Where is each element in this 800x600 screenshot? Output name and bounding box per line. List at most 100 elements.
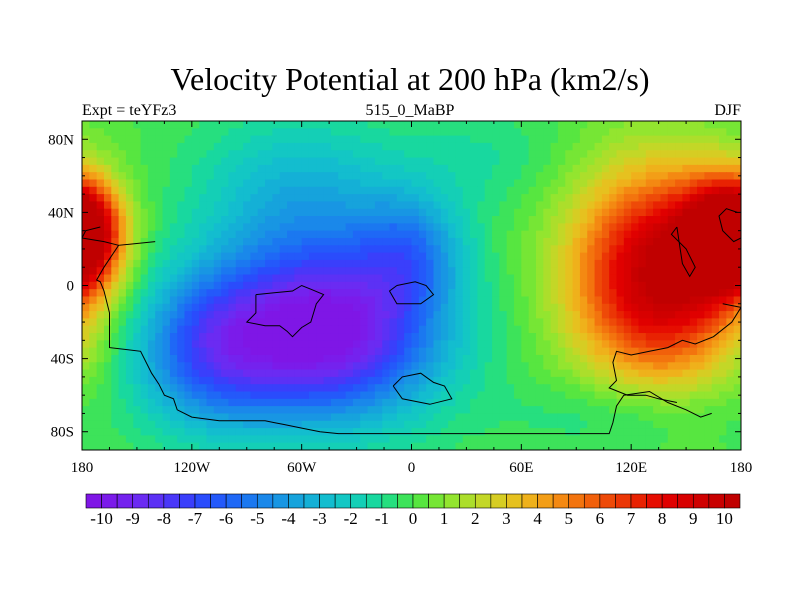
- field-cell: [411, 318, 420, 327]
- field-cell: [719, 369, 727, 378]
- field-cell: [235, 179, 244, 188]
- field-cell: [308, 384, 317, 393]
- field-cell: [440, 406, 449, 415]
- field-cell: [631, 128, 640, 137]
- field-cell: [506, 333, 515, 341]
- field-cell: [682, 179, 691, 188]
- field-cell: [221, 172, 230, 181]
- field-cell: [470, 362, 478, 371]
- field-cell: [221, 369, 230, 378]
- field-cell: [352, 150, 361, 159]
- field-cell: [96, 157, 105, 166]
- field-cell: [103, 237, 112, 246]
- field-cell: [477, 281, 486, 290]
- field-cell: [338, 223, 347, 232]
- field-cell: [382, 318, 391, 327]
- field-cell: [352, 376, 361, 385]
- field-cell: [462, 333, 471, 341]
- field-cell: [228, 398, 237, 407]
- field-cell: [601, 259, 610, 268]
- field-cell: [514, 289, 522, 298]
- field-cell: [257, 369, 266, 378]
- field-cell: [265, 413, 273, 422]
- field-cell: [177, 340, 186, 349]
- field-cell: [228, 311, 237, 319]
- field-cell: [308, 289, 317, 298]
- field-cell: [733, 259, 741, 268]
- field-cell: [455, 252, 464, 261]
- field-cell: [448, 194, 457, 203]
- field-cell: [287, 230, 295, 239]
- field-cell: [733, 157, 741, 166]
- field-cell: [506, 413, 515, 422]
- field-cell: [243, 252, 252, 261]
- field-cell: [338, 201, 347, 210]
- field-cell: [557, 150, 566, 159]
- field-cell: [323, 406, 332, 415]
- field-cell: [594, 362, 603, 371]
- field-cell: [594, 318, 603, 327]
- field-cell: [374, 142, 383, 151]
- field-cell: [213, 194, 222, 203]
- field-cell: [360, 398, 369, 407]
- field-cell: [272, 135, 281, 144]
- field-cell: [653, 369, 662, 378]
- field-cell: [719, 223, 727, 232]
- field-cell: [550, 223, 559, 232]
- field-cell: [440, 135, 449, 144]
- field-cell: [169, 201, 178, 210]
- field-cell: [382, 194, 391, 203]
- field-cell: [301, 289, 310, 298]
- field-cell: [133, 311, 142, 319]
- field-cell: [594, 420, 603, 429]
- field-cell: [235, 289, 244, 298]
- field-cell: [228, 179, 237, 188]
- field-cell: [667, 362, 676, 371]
- subtitle-right: DJF: [714, 102, 741, 119]
- field-cell: [484, 186, 493, 195]
- field-cell: [726, 274, 735, 283]
- field-cell: [257, 194, 266, 203]
- field-cell: [411, 201, 420, 210]
- field-cell: [462, 164, 471, 173]
- field-cell: [675, 391, 684, 400]
- field-cell: [265, 259, 273, 268]
- field-cell: [470, 391, 478, 400]
- field-cell: [719, 354, 727, 363]
- field-cell: [96, 428, 105, 436]
- field-cell: [733, 128, 741, 137]
- field-cell: [499, 318, 508, 327]
- field-cell: [118, 259, 127, 268]
- field-cell: [308, 223, 317, 232]
- field-cell: [213, 435, 222, 444]
- field-cell: [543, 121, 552, 129]
- field-cell: [704, 420, 713, 429]
- field-cell: [462, 369, 471, 378]
- field-cell: [448, 435, 457, 444]
- field-cell: [96, 208, 105, 217]
- field-cell: [579, 135, 588, 144]
- field-cell: [484, 428, 493, 436]
- field-cell: [294, 267, 303, 276]
- field-cell: [396, 274, 405, 283]
- field-cell: [484, 435, 493, 444]
- field-cell: [235, 208, 244, 217]
- field-cell: [579, 230, 588, 239]
- field-cell: [499, 362, 508, 371]
- field-cell: [221, 281, 230, 290]
- field-cell: [323, 420, 332, 429]
- field-cell: [184, 128, 193, 137]
- field-cell: [506, 296, 515, 305]
- field-cell: [499, 428, 508, 436]
- x-tick-label: 60W: [287, 460, 317, 476]
- field-cell: [389, 142, 398, 151]
- field-cell: [726, 230, 735, 239]
- field-cell: [587, 442, 596, 450]
- field-cell: [462, 179, 471, 188]
- field-cell: [704, 442, 713, 450]
- field-cell: [111, 428, 120, 436]
- field-cell: [631, 121, 640, 129]
- field-cell: [440, 201, 449, 210]
- field-cell: [492, 150, 500, 159]
- field-cell: [667, 354, 676, 363]
